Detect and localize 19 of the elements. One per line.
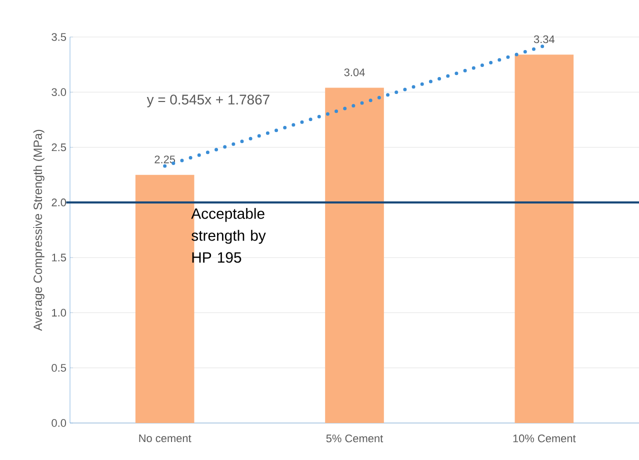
y-tick-label: 1.5: [52, 254, 66, 262]
x-tick-label: 5% Cement: [326, 434, 384, 442]
y-tick-label: 1.0: [52, 308, 66, 317]
y-tick-label: 2.0: [52, 198, 66, 206]
data-label: 3.04: [344, 68, 365, 76]
y-axis-title: Average Compressive Strength (MPa): [33, 130, 44, 331]
x-tick-label: 10% Cement: [513, 434, 576, 442]
y-tick-label: 0.5: [52, 364, 66, 372]
y-tick-label: 3.5: [52, 33, 66, 41]
data-label: 3.34: [534, 35, 555, 44]
ref-line-label: Acceptable strength by HP 195: [191, 208, 266, 263]
data-label: 2.25: [154, 156, 176, 164]
y-tick-label: 0.0: [52, 419, 66, 427]
bar: [514, 54, 574, 423]
y-tick-label: 2.5: [52, 143, 66, 152]
y-tick-label: 3.0: [52, 88, 66, 96]
bar: [325, 88, 384, 423]
x-tick-label: No cement: [139, 434, 192, 442]
annotation: y = 0.545x + 1.7867: [146, 94, 270, 108]
